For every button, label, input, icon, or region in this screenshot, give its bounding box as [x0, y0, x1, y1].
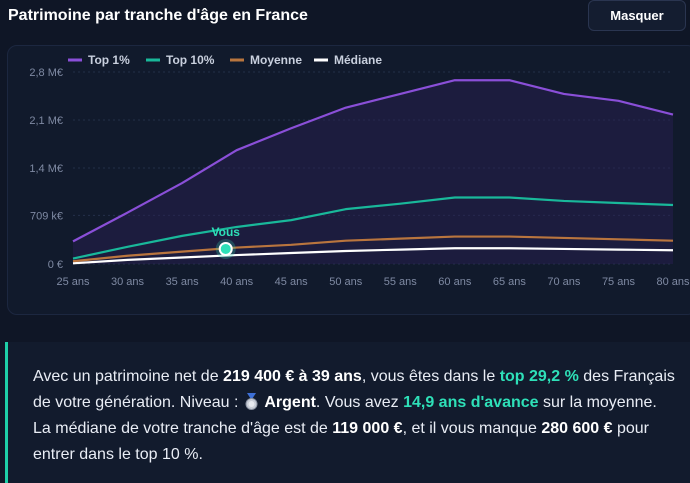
x-tick-label-9: 70 ans: [547, 276, 581, 288]
hide-button[interactable]: Masquer: [588, 0, 686, 31]
series-line-2: [72, 235, 674, 263]
x-tick-label-5: 50 ans: [329, 276, 363, 288]
legend-label-1: Top 10%: [166, 53, 215, 67]
marker-label: Vous: [212, 225, 241, 239]
info-text-2: , vous êtes dans le: [361, 368, 500, 385]
x-tick-label-6: 55 ans: [384, 276, 418, 288]
x-tick-label-10: 75 ans: [602, 276, 636, 288]
info-text-1: Avec un patrimoine net de: [33, 368, 224, 385]
y-tick-label-1: 709 k€: [30, 210, 63, 222]
level-value: Argent: [264, 394, 316, 411]
missing-value: 280 600 €: [541, 420, 613, 437]
y-tick-label-3: 2,1 M€: [29, 115, 63, 127]
wealth-chart: 0 € 709 k€ 1,4 M€ 2,1 M€ 2,8 M€ 25 ans 30 ans 3…: [29, 53, 690, 288]
y-tick-label-0: 0 €: [48, 259, 63, 271]
top1-area: [73, 80, 673, 264]
top-percent-value: top 29,2 %: [499, 368, 579, 385]
net-worth-value: 219 400 € à 39 ans: [223, 368, 362, 385]
y-tick-label-4: 2,8 M€: [29, 67, 63, 79]
info-text-6: , et il vous manque: [402, 420, 542, 437]
info-text-3: des Français de votre génération. Niveau…: [33, 368, 675, 411]
x-tick-label-7: 60 ans: [438, 276, 472, 288]
hide-button-label: Masquer: [610, 8, 664, 23]
series-line-1: [72, 196, 674, 260]
medal-icon: [245, 393, 258, 410]
info-text-7: pour entrer dans le top 10 %.: [33, 420, 649, 463]
x-tick-label-11: 80 ans: [656, 276, 690, 288]
legend-label-0: Top 1%: [88, 53, 130, 67]
median-value: 119 000 €: [332, 420, 403, 437]
page-title: Patrimoine par tranche d'âge en France: [8, 7, 308, 24]
x-tick-label-4: 45 ans: [275, 276, 309, 288]
legend-label-3: Médiane: [334, 53, 382, 67]
info-text-4: . Vous avez: [315, 394, 404, 411]
series-line-0: [72, 79, 674, 243]
x-tick-label-1: 30 ans: [111, 276, 145, 288]
advance-value: 14,9 ans d'avance: [403, 394, 539, 411]
legend-label-2: Moyenne: [250, 53, 302, 67]
x-tick-label-8: 65 ans: [493, 276, 527, 288]
chart-card: [7, 45, 690, 315]
info-text-5: sur la moyenne. La médiane de votre tran…: [33, 394, 657, 437]
x-tick-label-0: 25 ans: [56, 276, 90, 288]
x-tick-label-3: 40 ans: [220, 276, 254, 288]
info-panel: Avec un patrimoine net de 219 400 € à 39…: [5, 342, 690, 483]
series-line-3: [72, 247, 674, 265]
x-tick-label-2: 35 ans: [166, 276, 200, 288]
y-tick-label-2: 1,4 M€: [29, 163, 63, 175]
marker-dot: [218, 241, 233, 256]
